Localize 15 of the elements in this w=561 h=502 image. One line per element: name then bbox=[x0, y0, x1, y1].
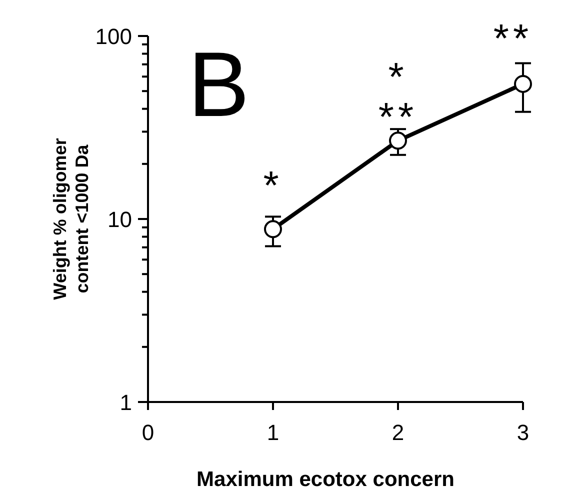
annotation: * bbox=[263, 164, 283, 208]
annotation: ** bbox=[493, 16, 533, 61]
point bbox=[514, 74, 532, 93]
point bbox=[264, 220, 282, 238]
y-tick-label: 10 bbox=[108, 207, 132, 232]
x-tick-label: 2 bbox=[392, 420, 404, 445]
x-tick-label: 0 bbox=[142, 420, 154, 445]
point bbox=[389, 132, 407, 150]
x-axis-title: Maximum ecotox concern bbox=[196, 468, 454, 491]
y-axis-title: Weight % oligomer content <1000 Da bbox=[50, 138, 92, 300]
y-tick-label: 100 bbox=[95, 24, 132, 49]
annotation: B bbox=[188, 34, 250, 136]
x-tick-label: 1 bbox=[266, 420, 280, 445]
y-tick-label: 1 bbox=[120, 390, 132, 415]
x-tick-label: 3 bbox=[516, 420, 530, 445]
